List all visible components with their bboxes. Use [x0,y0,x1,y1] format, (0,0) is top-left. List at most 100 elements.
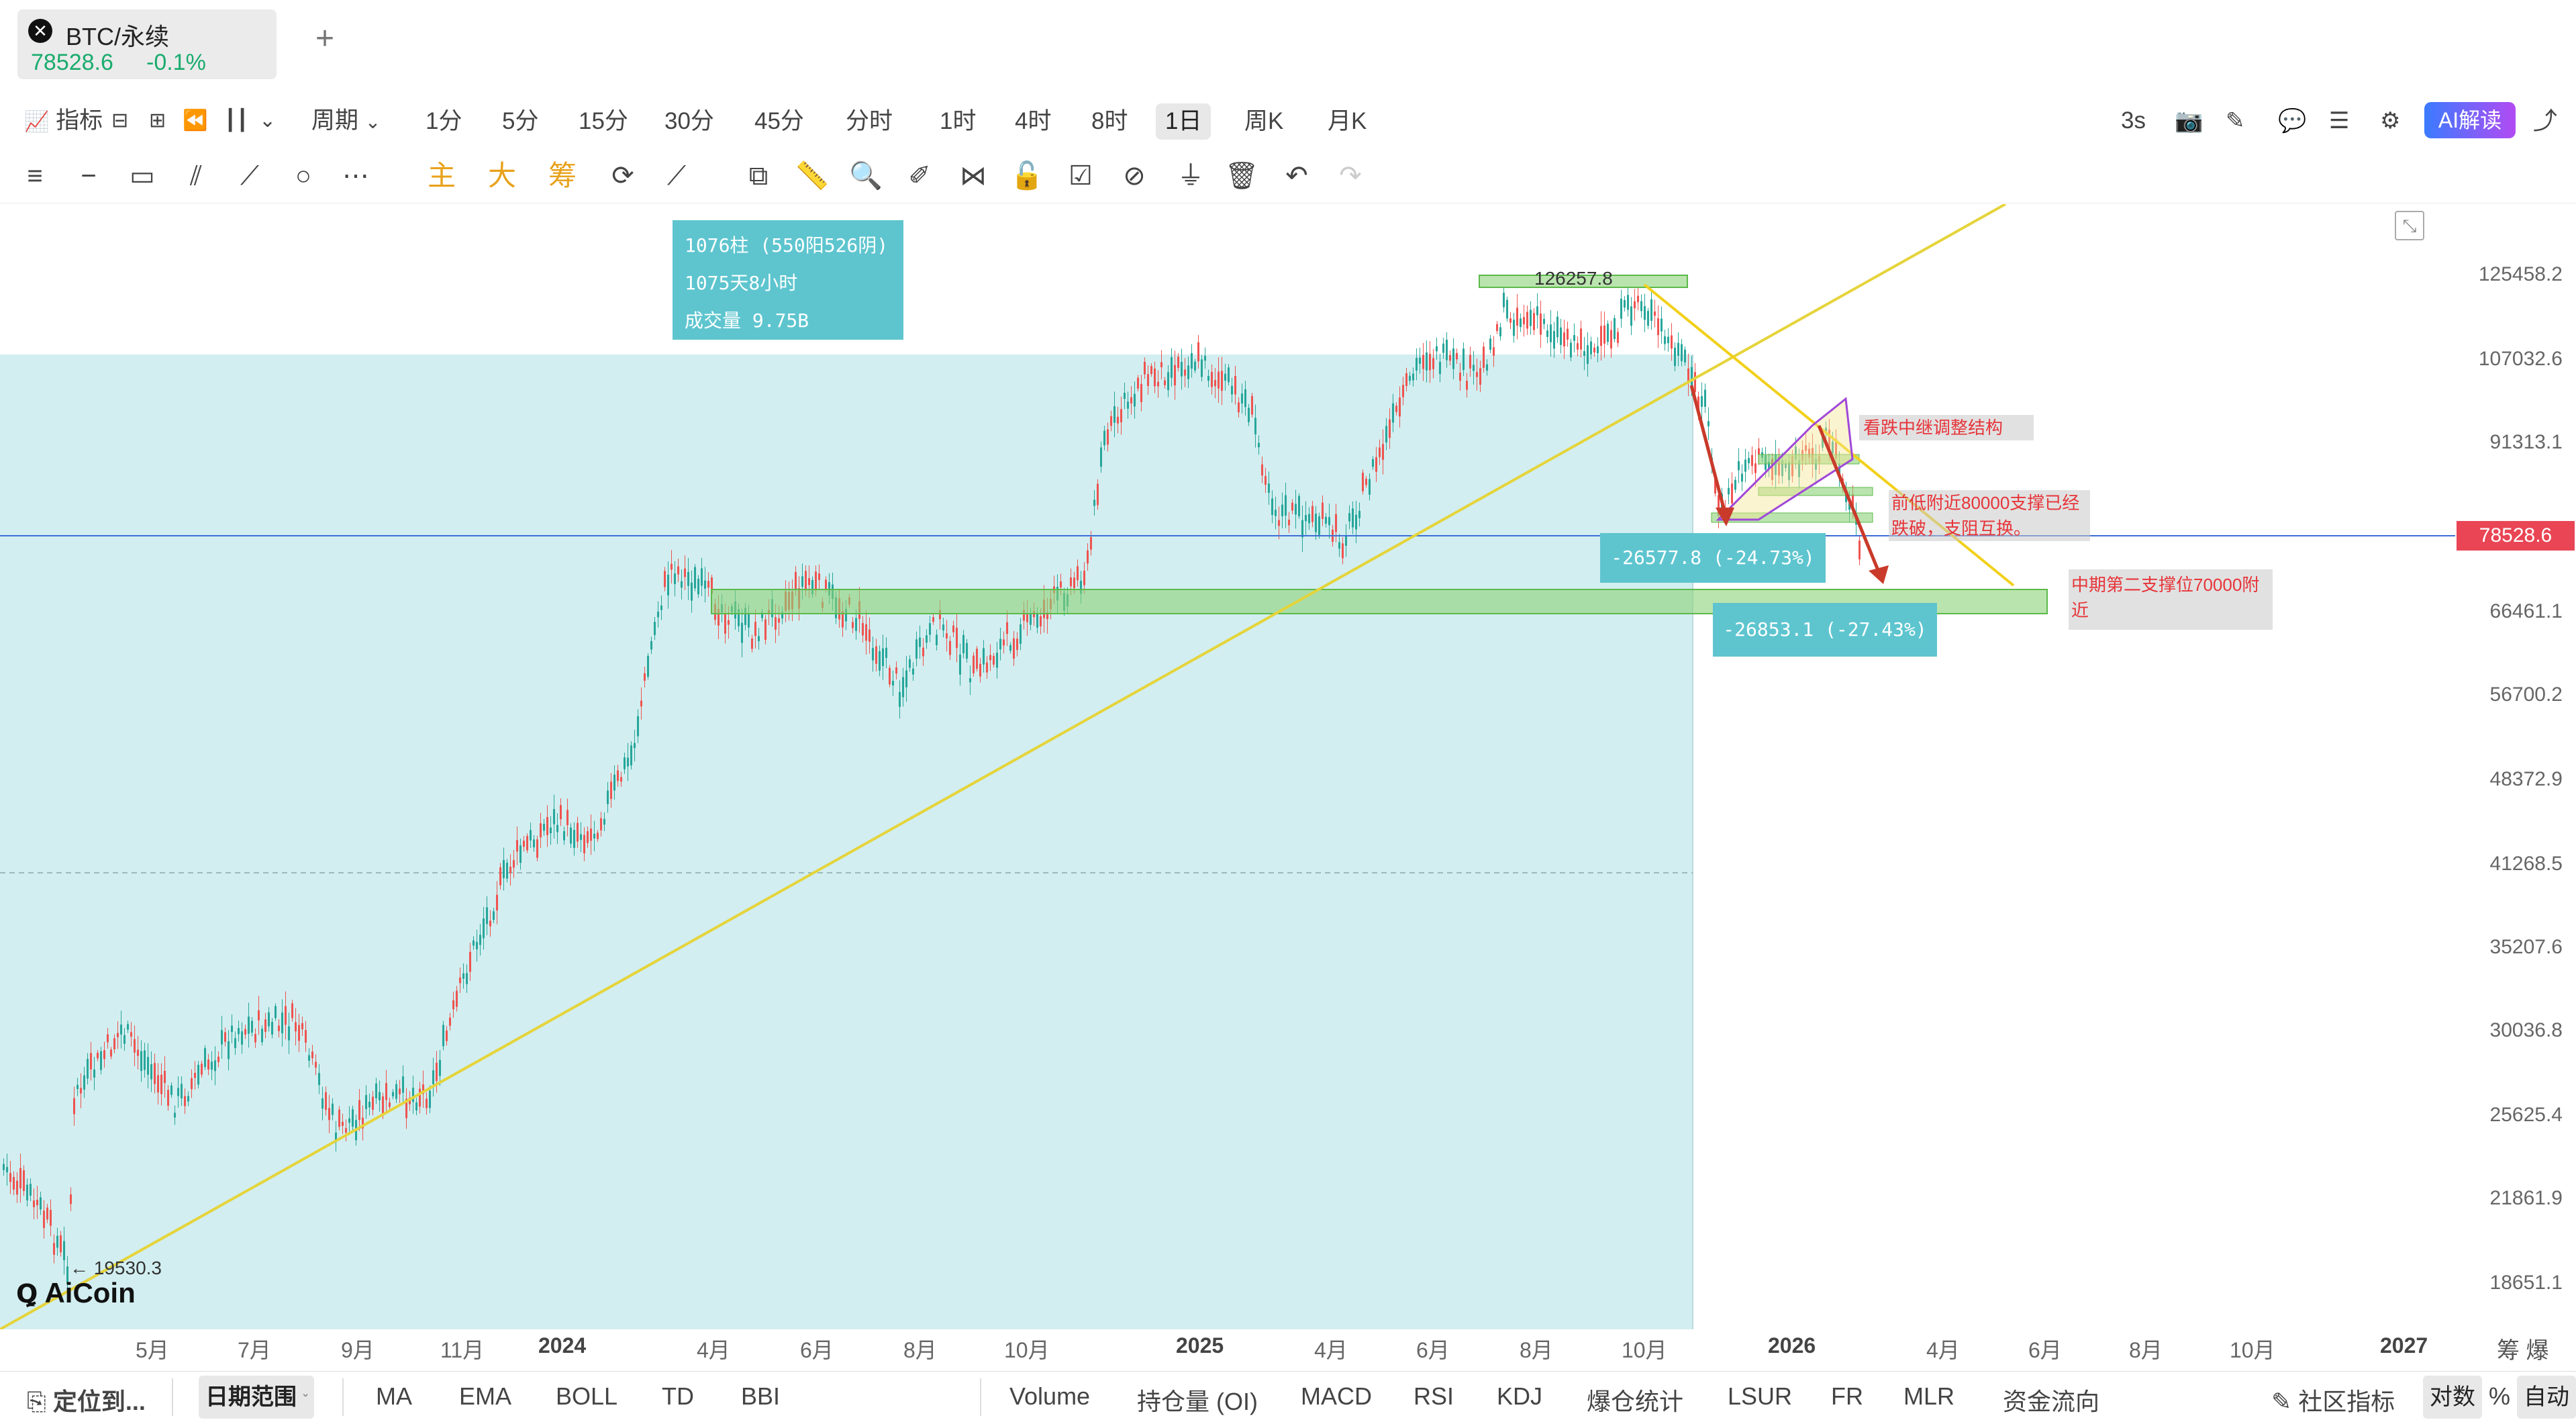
candle-body [1546,330,1548,337]
auto-scale-toggle[interactable]: 自动 [2517,1376,2576,1419]
candle-body [422,1084,424,1094]
community-indicators-button[interactable]: ✎ 社区指标 [2271,1382,2395,1417]
candle-body [402,1076,404,1093]
note-second-support: 中期第二支撑位70000附近 [2069,569,2273,630]
layout-icon[interactable]: ⊞ [149,109,166,132]
magnet-icon[interactable]: ⋈ [960,161,987,191]
ruler-tool-icon[interactable]: ⟋ [667,161,686,191]
candle-body [1805,445,1807,451]
sync-icon[interactable]: ⟳ [611,161,634,191]
list-icon[interactable]: ☰ [2329,108,2350,134]
chart-type-icon[interactable]: ┃┃ [224,109,249,132]
redo-icon[interactable]: ↷ [1339,161,1362,191]
period-9[interactable]: 1日 [1156,103,1211,140]
sub-indicator[interactable]: 爆仓统计 [1587,1388,1684,1415]
time-axis[interactable]: 5月 7月 9月 11月 2024 4月 6月 8月 10月 2025 4月 6月 8月 10月 2026 4… [0,1329,2455,1367]
undo-icon[interactable]: ↶ [1285,161,1308,191]
candle-body [228,1041,230,1059]
period-0[interactable]: 1分 [426,108,462,134]
comment-icon[interactable]: 💬 [2278,108,2307,134]
axis-toggle-labels[interactable]: 筹 爆 [2497,1338,2549,1364]
period-1[interactable]: 5分 [502,108,539,134]
date-range-button[interactable]: 日期范围 ˇ [199,1376,315,1419]
main-indicator[interactable]: BBI [741,1382,781,1410]
parallel-channel-icon[interactable]: ⫽ [190,161,202,191]
ai-interpret-button[interactable]: AI解读 [2424,102,2516,138]
indicator-button[interactable]: 📈 指标 [24,94,103,148]
price-chart[interactable]: 126257.8 ← 19530.3 1076柱 (550阳526阴) 1075… [0,204,2455,1329]
candle-body [610,781,612,800]
period-5[interactable]: 分时 [846,108,893,134]
period-7[interactable]: 4时 [1015,108,1052,134]
period-4[interactable]: 45分 [754,108,804,134]
period-2[interactable]: 15分 [579,108,628,134]
main-indicator[interactable]: MA [376,1382,412,1410]
filter-icon[interactable]: ⏚ [1177,161,1204,191]
candle-body [919,637,921,647]
chip-toggle[interactable]: 筹 [548,160,577,191]
template-save-icon[interactable]: ☑ [1069,161,1093,191]
candle-body [855,618,857,631]
candle-body [123,1035,126,1044]
edit-icon: ✎ [2271,1388,2292,1415]
share-icon[interactable]: ⤴ [2533,107,2558,134]
add-tab-button[interactable]: + [315,21,335,56]
sub-indicator[interactable]: MLR [1903,1382,1955,1410]
locate-button[interactable]: ⎘ 定位到... [27,1382,146,1417]
period-8[interactable]: 8时 [1091,108,1128,134]
eraser-icon[interactable]: ✐ [908,161,931,191]
rectangle-icon[interactable]: ▭ [130,161,155,191]
main-indicator[interactable]: BOLL [556,1382,618,1410]
sub-indicator[interactable]: FR [1831,1382,1863,1410]
sub-indicator[interactable]: LSUR [1728,1382,1793,1410]
period-11[interactable]: 月K [1328,108,1367,134]
candle-body [214,1060,216,1072]
sub-indicator[interactable]: RSI [1414,1382,1454,1410]
main-indicator[interactable]: TD [662,1382,694,1410]
symbol-tab[interactable]: ✕ BTC/永续 78528.6 -0.1% [17,9,277,79]
percent-scale-toggle[interactable]: % [2489,1382,2511,1410]
price-axis[interactable]: 125458.2 107032.6 91313.1 66461.1 56700.2 483… [2455,204,2576,1329]
period-10[interactable]: 周K [1244,108,1284,134]
settings-icon[interactable]: ⚙ [2380,108,2401,134]
rewind-icon[interactable]: ⏪ [183,109,208,132]
sub-indicator[interactable]: 持仓量 (OI) [1137,1388,1258,1415]
big-order-toggle[interactable]: 大 [487,160,516,191]
time-tick: 6月 [800,1338,834,1362]
time-tick: 6月 [1416,1338,1450,1362]
chart-canvas[interactable]: 126257.8 ← 19530.3 [0,204,2455,1329]
sub-indicator[interactable]: KDJ [1497,1382,1543,1410]
ruler-icon[interactable]: 📏 [795,161,829,191]
candle-body [1637,295,1639,303]
main-chart-toggle[interactable]: 主 [427,160,456,191]
lock-icon[interactable]: 🔓 [1010,161,1044,191]
candle-body [909,659,911,668]
period-6[interactable]: 1时 [940,108,977,134]
circle-icon[interactable]: ○ [295,161,312,191]
candle-body [895,667,897,674]
trend-line-icon[interactable]: ⟋ [240,161,259,191]
delete-icon[interactable]: 🗑 [1224,161,1259,191]
period-3[interactable]: 30分 [664,108,714,134]
template-icon[interactable]: ⊟ [111,109,129,132]
period-dropdown[interactable]: 周期 ⌄ [311,94,381,148]
zoom-icon[interactable]: 🔍 [849,161,883,191]
horizontal-line-icon[interactable]: − [81,161,97,191]
collapse-icon[interactable]: ⤡ [2395,211,2424,240]
more-icon[interactable]: ⋯ [342,161,369,191]
pen-icon[interactable]: ✎ [2226,108,2245,134]
camera-icon[interactable]: 📷 [2175,108,2203,134]
copy-icon[interactable]: ⧉ [748,161,769,191]
menu-icon[interactable]: ≡ [27,161,43,191]
candle-body [77,1084,79,1090]
sub-indicator[interactable]: 资金流向 [2003,1388,2100,1415]
candle-body [1181,362,1183,377]
sub-indicator[interactable]: MACD [1301,1382,1372,1410]
chevron-down-icon[interactable]: ⌄ [259,109,277,132]
log-scale-toggle[interactable]: 对数 [2423,1376,2482,1419]
refresh-interval[interactable]: 3s [2121,107,2146,134]
candle-body [1077,566,1079,581]
main-indicator[interactable]: EMA [459,1382,512,1410]
link-icon[interactable]: ⊘ [1123,161,1146,191]
sub-indicator[interactable]: Volume [1009,1382,1091,1410]
